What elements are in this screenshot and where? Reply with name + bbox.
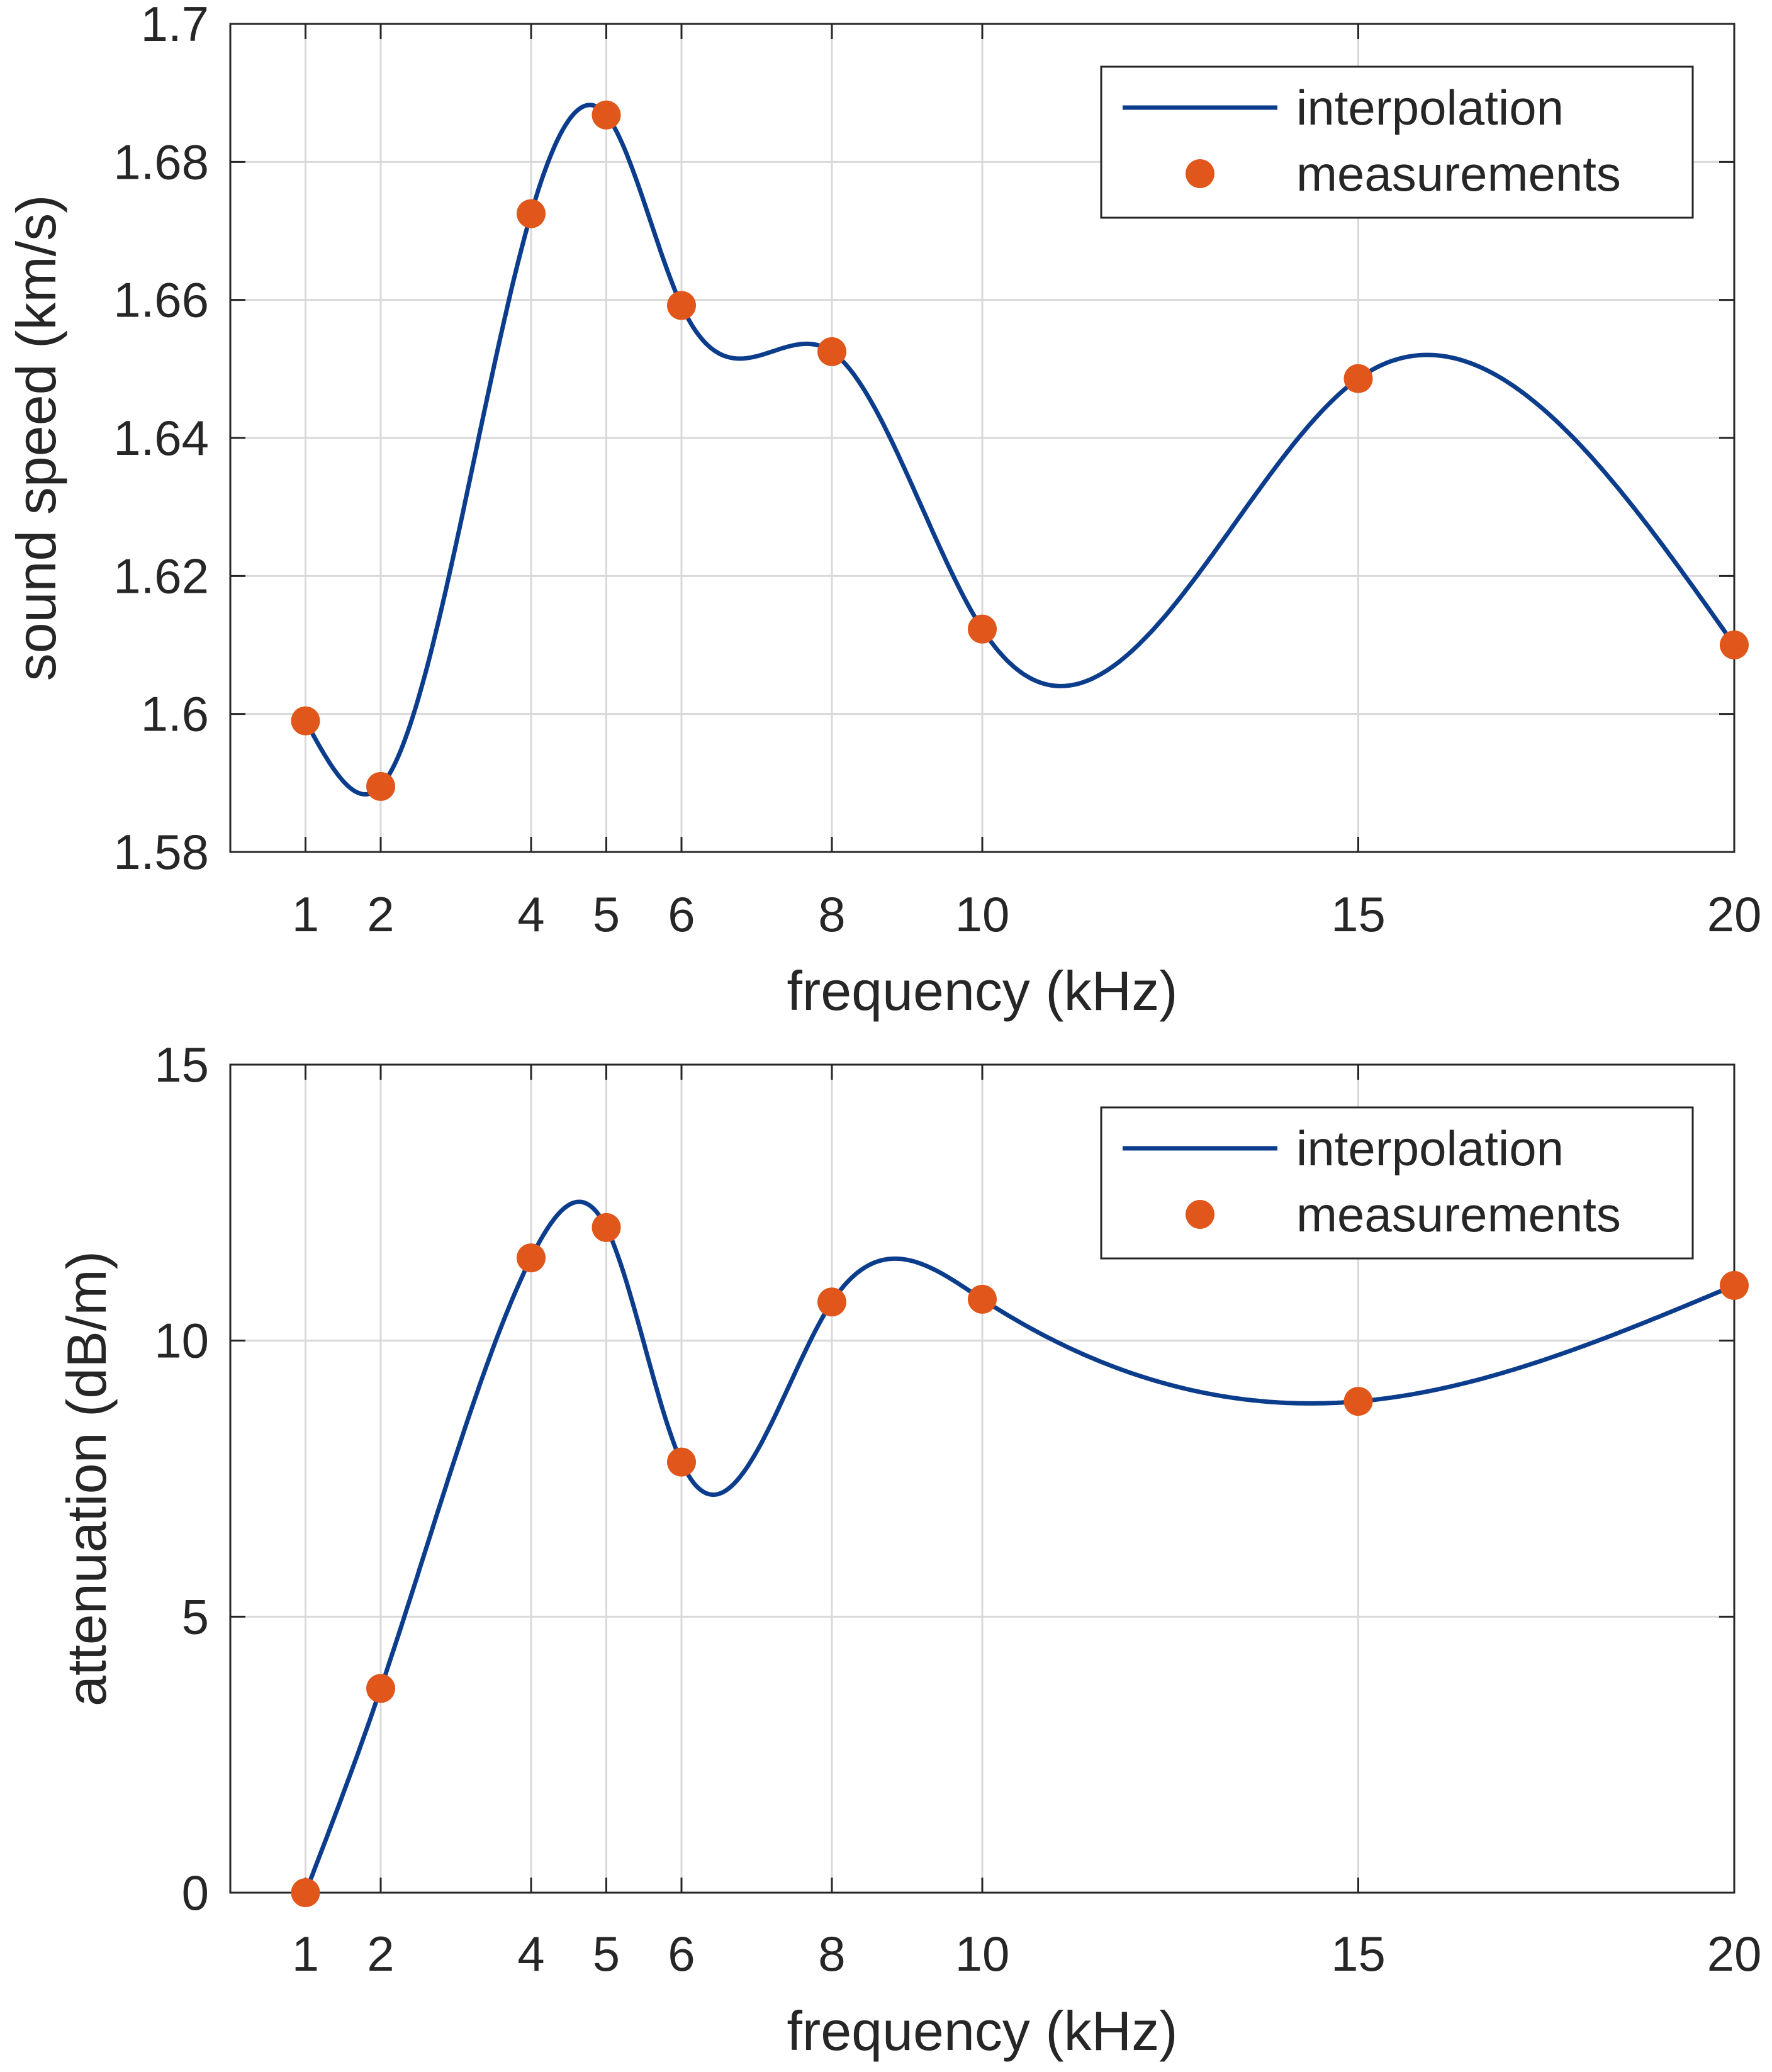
measurement-point — [1343, 1387, 1373, 1416]
x-tick-label: 15 — [1331, 1926, 1386, 1981]
measurement-point — [817, 337, 846, 366]
y-tick-label: 0 — [182, 1865, 209, 1920]
legend-entry-label: interpolation — [1296, 80, 1564, 135]
measurement-point — [968, 614, 997, 644]
y-tick-label: 1.58 — [113, 824, 209, 880]
x-tick-label: 4 — [517, 887, 544, 942]
y-tick-label: 1.64 — [113, 410, 209, 466]
x-tick-label: 20 — [1707, 887, 1762, 942]
x-tick-label: 20 — [1707, 1926, 1762, 1981]
x-tick-label: 15 — [1331, 887, 1386, 942]
y-tick-label: 1.68 — [113, 134, 209, 189]
y-tick-label: 1.6 — [141, 686, 209, 742]
legend-box — [1100, 65, 1694, 219]
x-tick-label: 1 — [292, 1926, 319, 1981]
x-tick-label: 10 — [955, 1926, 1010, 1981]
y-tick-label: 10 — [154, 1313, 209, 1369]
measurement-point — [366, 771, 395, 801]
x-tick-label: 6 — [668, 887, 695, 942]
x-tick-label: 2 — [367, 887, 394, 942]
legend-entry-label: measurements — [1296, 1187, 1621, 1242]
y-axis-label: sound speed (km/s) — [5, 195, 67, 681]
measurement-point — [1720, 1270, 1749, 1300]
measurement-point — [667, 1447, 696, 1477]
x-tick-label: 8 — [818, 887, 845, 942]
x-tick-label: 10 — [955, 887, 1010, 942]
x-tick-label: 2 — [367, 1926, 394, 1981]
measurement-point — [1343, 364, 1373, 393]
x-tick-label: 4 — [517, 1926, 544, 1981]
measurement-point — [592, 1212, 621, 1242]
x-axis-label: frequency (kHz) — [787, 2000, 1177, 2062]
measurement-point — [968, 1284, 997, 1314]
measurement-point — [1720, 630, 1749, 659]
y-axis-label: attenuation (dB/m) — [55, 1251, 118, 1706]
x-axis-label: frequency (kHz) — [787, 960, 1177, 1022]
measurement-point — [366, 1674, 395, 1703]
measurement-point — [517, 199, 546, 228]
x-tick-label: 5 — [593, 1926, 620, 1981]
legend-entry-label: interpolation — [1296, 1121, 1564, 1176]
measurement-point — [291, 1878, 320, 1907]
measurement-point — [817, 1287, 846, 1317]
measurement-point — [517, 1243, 546, 1273]
sound-speed-plot: 1 2 4 5 6 8 10 15 20 1.58 1.6 1.62 1.64 1.66 1.68 1.7 fr… — [5, 0, 1761, 1022]
y-tick-label: 1.62 — [113, 548, 209, 603]
x-tick-label: 6 — [668, 1926, 695, 1981]
legend-marker-swatch — [1186, 1200, 1214, 1229]
y-tick-label: 5 — [182, 1589, 209, 1644]
y-tick-label: 15 — [154, 1037, 209, 1092]
legend-box — [1100, 1106, 1694, 1260]
measurement-point — [291, 706, 320, 736]
interpolation-line — [303, 1199, 1736, 1894]
legend-marker-swatch — [1186, 159, 1214, 188]
interpolation-line — [303, 103, 1736, 797]
measurement-point — [592, 100, 621, 130]
y-tick-label: 1.7 — [141, 0, 209, 52]
x-tick-label: 8 — [818, 1926, 845, 1981]
x-tick-label: 5 — [593, 887, 620, 942]
x-tick-label: 1 — [292, 887, 319, 942]
legend-entry-label: measurements — [1296, 146, 1621, 201]
measurement-point — [667, 291, 696, 320]
y-tick-label: 1.66 — [113, 272, 209, 328]
